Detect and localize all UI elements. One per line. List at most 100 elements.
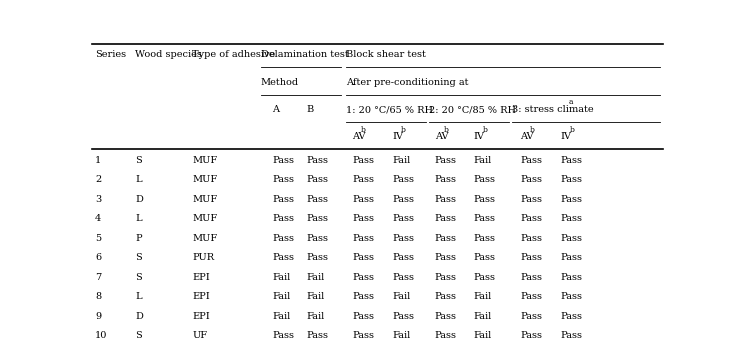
Text: MUF: MUF xyxy=(192,175,217,184)
Text: MUF: MUF xyxy=(192,214,217,223)
Text: Pass: Pass xyxy=(520,332,542,338)
Text: Pass: Pass xyxy=(560,195,582,204)
Text: IV: IV xyxy=(392,132,403,141)
Text: L: L xyxy=(135,214,142,223)
Text: Pass: Pass xyxy=(474,175,496,184)
Text: Fail: Fail xyxy=(272,292,290,301)
Text: MUF: MUF xyxy=(192,156,217,165)
Text: Pass: Pass xyxy=(352,273,374,282)
Text: MUF: MUF xyxy=(192,234,217,243)
Text: Pass: Pass xyxy=(392,214,414,223)
Text: Pass: Pass xyxy=(520,234,542,243)
Text: Fail: Fail xyxy=(307,273,324,282)
Text: Pass: Pass xyxy=(392,195,414,204)
Text: PUR: PUR xyxy=(192,254,214,262)
Text: Pass: Pass xyxy=(352,214,374,223)
Text: Pass: Pass xyxy=(392,254,414,262)
Text: L: L xyxy=(135,292,142,301)
Text: Pass: Pass xyxy=(474,195,496,204)
Text: S: S xyxy=(135,273,142,282)
Text: Pass: Pass xyxy=(435,312,457,321)
Text: AV: AV xyxy=(352,132,366,141)
Text: Pass: Pass xyxy=(560,214,582,223)
Text: Pass: Pass xyxy=(474,234,496,243)
Text: Pass: Pass xyxy=(560,273,582,282)
Text: b: b xyxy=(444,126,449,134)
Text: Fail: Fail xyxy=(307,312,324,321)
Text: 3: 3 xyxy=(95,195,101,204)
Text: Pass: Pass xyxy=(560,156,582,165)
Text: 6: 6 xyxy=(95,254,101,262)
Text: Pass: Pass xyxy=(474,214,496,223)
Text: 10: 10 xyxy=(95,332,108,338)
Text: P: P xyxy=(135,234,142,243)
Text: Pass: Pass xyxy=(352,175,374,184)
Text: 4: 4 xyxy=(95,214,101,223)
Text: Pass: Pass xyxy=(520,214,542,223)
Text: Pass: Pass xyxy=(520,312,542,321)
Text: IV: IV xyxy=(474,132,485,141)
Text: Fail: Fail xyxy=(474,156,492,165)
Text: 1: 20 °C/65 % RH: 1: 20 °C/65 % RH xyxy=(346,105,433,114)
Text: D: D xyxy=(135,195,143,204)
Text: AV: AV xyxy=(520,132,534,141)
Text: S: S xyxy=(135,332,142,338)
Text: Pass: Pass xyxy=(560,175,582,184)
Text: D: D xyxy=(135,312,143,321)
Text: EPI: EPI xyxy=(192,312,210,321)
Text: Pass: Pass xyxy=(560,332,582,338)
Text: Pass: Pass xyxy=(435,332,457,338)
Text: Fail: Fail xyxy=(392,332,411,338)
Text: MUF: MUF xyxy=(192,195,217,204)
Text: Pass: Pass xyxy=(435,156,457,165)
Text: S: S xyxy=(135,254,142,262)
Text: IV: IV xyxy=(560,132,571,141)
Text: Pass: Pass xyxy=(520,273,542,282)
Text: Pass: Pass xyxy=(435,292,457,301)
Text: Pass: Pass xyxy=(392,312,414,321)
Text: Pass: Pass xyxy=(392,175,414,184)
Text: A: A xyxy=(272,105,279,114)
Text: Pass: Pass xyxy=(392,234,414,243)
Text: Fail: Fail xyxy=(272,312,290,321)
Text: Block shear test: Block shear test xyxy=(346,50,426,59)
Text: Pass: Pass xyxy=(435,273,457,282)
Text: S: S xyxy=(135,156,142,165)
Text: Pass: Pass xyxy=(435,195,457,204)
Text: Pass: Pass xyxy=(520,175,542,184)
Text: b: b xyxy=(530,126,534,134)
Text: 1: 1 xyxy=(95,156,101,165)
Text: Pass: Pass xyxy=(272,175,294,184)
Text: Pass: Pass xyxy=(272,332,294,338)
Text: Pass: Pass xyxy=(474,273,496,282)
Text: Pass: Pass xyxy=(520,254,542,262)
Text: Pass: Pass xyxy=(352,254,374,262)
Text: Pass: Pass xyxy=(307,195,328,204)
Text: Pass: Pass xyxy=(520,292,542,301)
Text: Pass: Pass xyxy=(272,234,294,243)
Text: Pass: Pass xyxy=(474,254,496,262)
Text: Pass: Pass xyxy=(307,156,328,165)
Text: After pre-conditioning at: After pre-conditioning at xyxy=(346,78,469,87)
Text: b: b xyxy=(401,126,406,134)
Text: Fail: Fail xyxy=(392,292,411,301)
Text: Fail: Fail xyxy=(474,292,492,301)
Text: Pass: Pass xyxy=(352,312,374,321)
Text: L: L xyxy=(135,175,142,184)
Text: Pass: Pass xyxy=(307,175,328,184)
Text: B: B xyxy=(307,105,313,114)
Text: EPI: EPI xyxy=(192,273,210,282)
Text: 7: 7 xyxy=(95,273,101,282)
Text: Fail: Fail xyxy=(307,292,324,301)
Text: Pass: Pass xyxy=(435,254,457,262)
Text: 2: 2 xyxy=(95,175,101,184)
Text: b: b xyxy=(361,126,366,134)
Text: a: a xyxy=(569,98,573,106)
Text: 2: 20 °C/85 % RH: 2: 20 °C/85 % RH xyxy=(429,105,516,114)
Text: Pass: Pass xyxy=(307,254,328,262)
Text: AV: AV xyxy=(435,132,448,141)
Text: Pass: Pass xyxy=(352,234,374,243)
Text: 8: 8 xyxy=(95,292,101,301)
Text: Pass: Pass xyxy=(307,234,328,243)
Text: Pass: Pass xyxy=(560,234,582,243)
